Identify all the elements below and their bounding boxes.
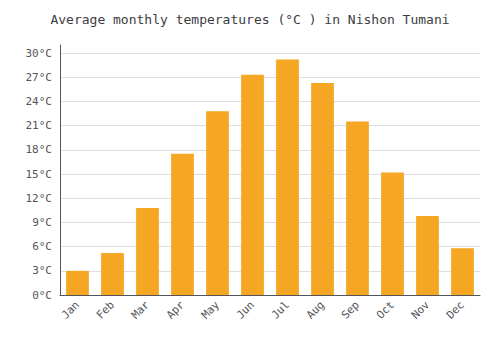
svg-text:15°C: 15°C <box>26 168 53 181</box>
svg-text:24°C: 24°C <box>26 95 53 108</box>
svg-text:3°C: 3°C <box>32 264 52 277</box>
svg-text:Jan: Jan <box>59 298 82 321</box>
svg-text:Aug: Aug <box>304 298 327 321</box>
svg-text:30°C: 30°C <box>26 47 53 60</box>
svg-text:18°C: 18°C <box>26 143 53 156</box>
svg-text:Jun: Jun <box>234 298 257 321</box>
svg-text:Sep: Sep <box>339 298 362 321</box>
svg-text:9°C: 9°C <box>32 216 52 229</box>
svg-text:Dec: Dec <box>444 298 467 321</box>
svg-text:Apr: Apr <box>164 298 187 321</box>
svg-text:6°C: 6°C <box>32 240 52 253</box>
svg-text:12°C: 12°C <box>26 192 53 205</box>
svg-text:Oct: Oct <box>374 298 397 321</box>
svg-text:27°C: 27°C <box>26 71 53 84</box>
svg-text:Nov: Nov <box>409 298 432 321</box>
svg-text:Jul: Jul <box>269 298 292 321</box>
svg-text:0°C: 0°C <box>32 289 52 302</box>
svg-text:Average monthly temperatures (: Average monthly temperatures (°C ) in Ni… <box>50 12 449 27</box>
svg-text:May: May <box>199 298 222 321</box>
svg-text:Mar: Mar <box>129 298 152 321</box>
svg-text:Feb: Feb <box>94 298 117 321</box>
svg-text:21°C: 21°C <box>26 119 53 132</box>
